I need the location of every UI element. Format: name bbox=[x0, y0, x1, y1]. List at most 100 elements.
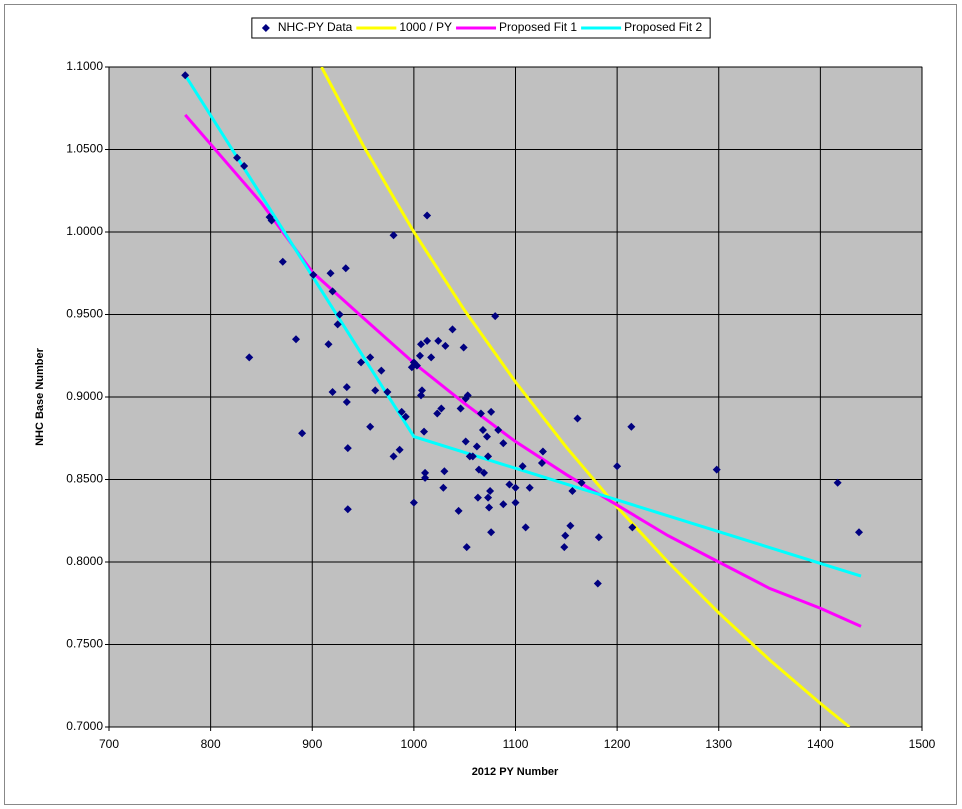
ticks: 700 800 900 1000 1100 1200 1300 1400 1500 0.7000 0… bbox=[66, 59, 935, 751]
fit-line bbox=[183, 74, 862, 578]
fit-line bbox=[184, 113, 862, 628]
data-point bbox=[566, 521, 575, 530]
data-point bbox=[448, 325, 457, 334]
data-point bbox=[423, 211, 432, 220]
x-tick-label: 1500 bbox=[909, 737, 936, 751]
data-point bbox=[343, 505, 352, 514]
data-point bbox=[298, 429, 307, 438]
data-point bbox=[440, 467, 449, 476]
data-point bbox=[461, 437, 470, 446]
fit-line bbox=[320, 67, 851, 727]
data-point bbox=[342, 397, 351, 406]
data-point bbox=[342, 383, 351, 392]
data-point bbox=[593, 579, 602, 588]
data-point bbox=[412, 361, 421, 370]
x-tick-label: 1200 bbox=[604, 737, 631, 751]
data-point bbox=[483, 432, 492, 441]
data-point bbox=[854, 528, 863, 537]
data-point bbox=[499, 439, 508, 448]
data-point bbox=[537, 459, 546, 467]
data-point bbox=[437, 404, 446, 413]
data-point bbox=[326, 269, 335, 278]
data-point bbox=[389, 452, 398, 461]
data-point bbox=[560, 543, 569, 552]
data-point bbox=[357, 358, 366, 367]
legend-marker bbox=[261, 24, 270, 32]
data-point bbox=[538, 447, 547, 456]
data-point bbox=[267, 216, 276, 225]
data-point bbox=[518, 462, 527, 471]
x-tick-label: 700 bbox=[99, 737, 119, 751]
data-point bbox=[309, 270, 318, 279]
data-point bbox=[377, 366, 386, 375]
data-point bbox=[441, 341, 450, 350]
data-point bbox=[473, 493, 482, 502]
y-tick-label: 0.9000 bbox=[66, 389, 103, 403]
data-point bbox=[568, 487, 577, 496]
data-point bbox=[395, 445, 404, 454]
x-tick-label: 1300 bbox=[705, 737, 732, 751]
data-point bbox=[434, 336, 443, 345]
data-point bbox=[245, 353, 254, 362]
data-point bbox=[389, 231, 398, 240]
y-tick-label: 0.8000 bbox=[66, 554, 103, 568]
x-tick-label: 1000 bbox=[401, 737, 428, 751]
data-point bbox=[416, 340, 425, 349]
x-tick-label: 800 bbox=[201, 737, 221, 751]
data-point bbox=[433, 409, 442, 418]
data-point bbox=[439, 483, 448, 492]
data-point bbox=[462, 543, 471, 552]
legend-label: 1000 / PY bbox=[399, 20, 452, 34]
data-point bbox=[401, 412, 410, 421]
legend-item: Proposed Fit 2 bbox=[581, 20, 702, 34]
y-axis-label: NHC Base Number bbox=[34, 347, 46, 446]
data-point bbox=[494, 426, 503, 434]
data-point bbox=[833, 478, 842, 487]
data-point bbox=[594, 533, 603, 542]
data-point bbox=[291, 335, 300, 344]
data-point bbox=[474, 465, 483, 474]
legend-item: 1000 / PY bbox=[356, 20, 452, 34]
data-point bbox=[240, 162, 249, 170]
data-point bbox=[456, 404, 465, 413]
legend: NHC-PY Data 1000 / PY Proposed Fit 1 Propos… bbox=[251, 17, 711, 39]
data-point bbox=[613, 462, 622, 471]
legend-label: Proposed Fit 2 bbox=[624, 20, 702, 34]
grid bbox=[108, 66, 923, 728]
y-tick-label: 0.7500 bbox=[66, 637, 103, 651]
data-point bbox=[421, 473, 430, 482]
data-point bbox=[371, 386, 380, 395]
data-point bbox=[561, 531, 570, 540]
x-tick-label: 1100 bbox=[503, 737, 529, 751]
data-point bbox=[511, 483, 520, 492]
data-point bbox=[478, 426, 487, 434]
data-point bbox=[459, 343, 468, 352]
data-point bbox=[383, 388, 392, 397]
legend-item: Proposed Fit 1 bbox=[456, 20, 577, 34]
data-point bbox=[499, 500, 508, 509]
data-point bbox=[487, 407, 496, 416]
legend-label: Proposed Fit 1 bbox=[499, 20, 577, 34]
data-point bbox=[479, 468, 488, 477]
legend-label: NHC-PY Data bbox=[278, 20, 353, 34]
data-point bbox=[427, 353, 436, 362]
data-point bbox=[423, 336, 432, 345]
data-point bbox=[278, 257, 287, 266]
data-point bbox=[421, 468, 430, 477]
x-tick-label: 1400 bbox=[807, 737, 834, 751]
data-point bbox=[525, 483, 534, 492]
data-point bbox=[486, 487, 495, 496]
x-axis-label: 2012 PY Number bbox=[472, 766, 559, 778]
data-point bbox=[366, 422, 375, 431]
y-tick-label: 1.0500 bbox=[66, 142, 103, 156]
data-point bbox=[484, 452, 493, 461]
data-point bbox=[628, 523, 637, 532]
y-tick-label: 0.9500 bbox=[66, 307, 103, 321]
legend-item: NHC-PY Data bbox=[261, 20, 353, 34]
data-point bbox=[511, 498, 520, 507]
marks bbox=[181, 67, 863, 727]
data-point bbox=[328, 287, 337, 296]
data-point bbox=[397, 407, 406, 416]
